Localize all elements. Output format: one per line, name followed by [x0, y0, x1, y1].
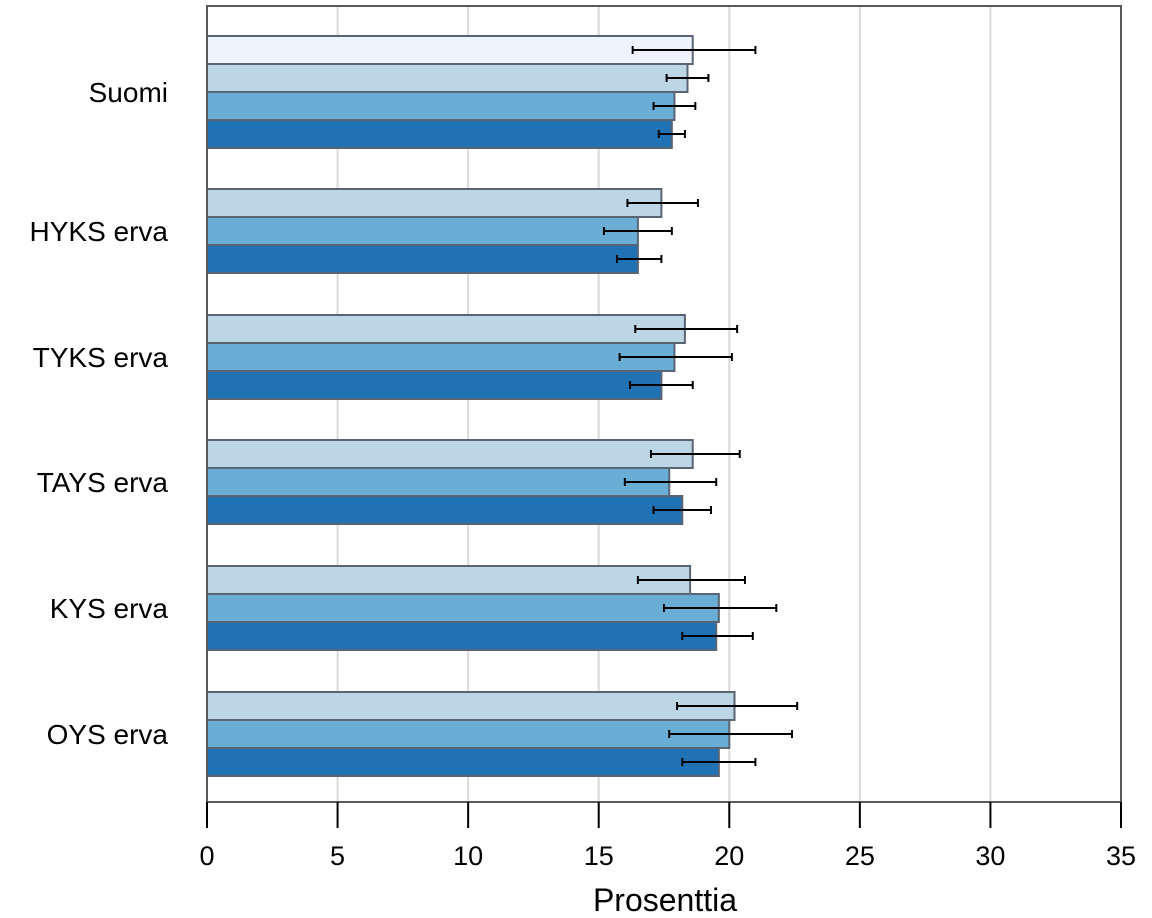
category-label: TYKS erva	[33, 342, 169, 373]
category-label: HYKS erva	[30, 216, 169, 247]
x-tick-label: 30	[975, 841, 1005, 871]
bar	[206, 35, 694, 65]
x-tick-label: 25	[845, 841, 875, 871]
category-label: KYS erva	[50, 593, 169, 624]
x-tick-label: 35	[1106, 841, 1136, 871]
axis-layer	[206, 5, 1122, 828]
bar	[206, 370, 663, 400]
bar	[206, 747, 720, 777]
labels-layer: 0 5 10 15 20 25 30 35 Suomi HYKS erva TYKS erva TAY…	[30, 77, 1137, 871]
bar	[206, 495, 684, 525]
bar	[206, 621, 718, 651]
bar	[206, 691, 736, 721]
bar	[206, 63, 689, 93]
plot-frame	[206, 5, 1122, 803]
category-label: Suomi	[89, 77, 168, 108]
category-label: OYS erva	[47, 719, 169, 750]
x-tick-label: 0	[199, 841, 214, 871]
x-tick-label: 5	[330, 841, 345, 871]
bar	[206, 467, 671, 497]
x-tick-label: 10	[453, 841, 483, 871]
x-tick-label: 20	[714, 841, 744, 871]
bar	[206, 439, 694, 469]
bars-layer	[206, 35, 799, 777]
bar	[206, 244, 639, 274]
bar	[206, 91, 676, 121]
bar	[206, 565, 692, 595]
bar	[206, 216, 639, 246]
category-label: TAYS erva	[37, 467, 169, 498]
bar	[206, 593, 720, 623]
bar	[206, 342, 676, 372]
bar	[206, 314, 686, 344]
x-axis-title: Prosenttia	[593, 882, 737, 918]
bar	[206, 119, 673, 149]
x-tick-label: 15	[584, 841, 614, 871]
bar	[206, 188, 663, 218]
bar	[206, 719, 731, 749]
